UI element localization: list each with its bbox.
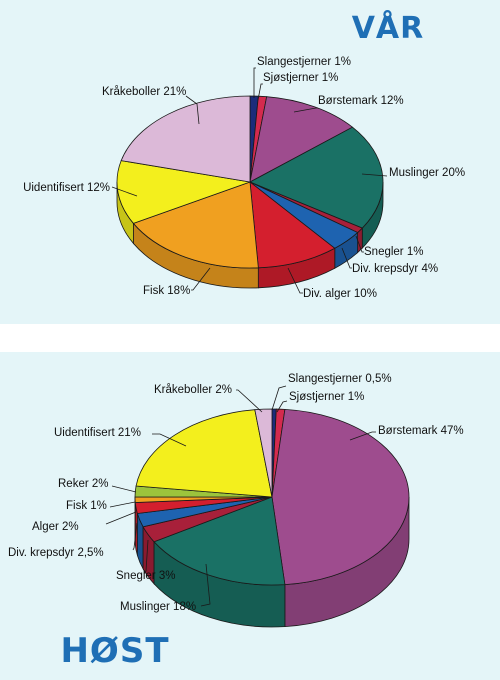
autumn-pie <box>134 408 410 628</box>
autumn-label-reker-2: Reker 2% <box>58 478 109 490</box>
spring-slice-krakeboller-21 <box>120 95 251 183</box>
spring-leader-slangestjerner-1 <box>253 67 256 98</box>
spring-slice-borstemark-12 <box>249 96 354 183</box>
autumn-label-uidentifisert-21: Uidentifisert 21% <box>54 427 141 439</box>
spring-label-fisk-18: Fisk 18% <box>143 285 190 297</box>
autumn-slice-borstemark-47 <box>271 408 410 586</box>
autumn-label-sjostjerner-1: Sjøstjerner 1% <box>289 391 364 403</box>
autumn-leader-snegler-3 <box>143 539 149 575</box>
autumn-leader-borstemark-47 <box>349 431 376 441</box>
autumn-labels: Slangestjerner 0,5% Sjøstjerner 1% Børstem… <box>8 373 464 613</box>
autumn-title: HØST <box>60 631 169 671</box>
autumn-label-borstemark-47: Børstemark 47% <box>378 425 464 437</box>
spring-leader-muslinger-20 <box>361 173 388 177</box>
spring-label-div-krepsdyr-4: Div. krepsdyr 4% <box>352 263 438 275</box>
spring-slice-uidentifisert-12 <box>116 160 252 224</box>
spring-label-slangestjerner-1: Slangestjerner 1% <box>257 56 351 68</box>
spring-label-uidentifisert-12: Uidentifisert 12% <box>23 182 110 194</box>
spring-chart-panel: VÅR Slangestjerner 1% Sjøstjerner 1% Børst… <box>0 0 500 324</box>
autumn-label-snegler-3: Snegler 3% <box>116 570 175 582</box>
autumn-label-muslinger-18: Muslinger 18% <box>120 601 196 613</box>
autumn-leader-alger-2 <box>105 511 137 525</box>
spring-leader-div-alger-10 <box>287 267 303 294</box>
autumn-slice-uidentifisert-21 <box>135 409 273 498</box>
autumn-leader-uidentifisert-21 <box>152 433 187 447</box>
spring-leader-div-krepsdyr-4 <box>341 247 352 269</box>
autumn-leader-muslinger-18 <box>200 563 211 607</box>
spring-labels: Slangestjerner 1% Sjøstjerner 1% Børstemar… <box>23 56 465 300</box>
spring-label-muslinger-20: Muslinger 20% <box>389 167 465 179</box>
autumn-leader-fisk-1 <box>109 501 136 508</box>
autumn-label-alger-2: Alger 2% <box>32 521 79 533</box>
autumn-pie-chart: HØST Slangestjerner 0,5% Sjøstjerner 1% Bø… <box>8 373 464 671</box>
spring-pie <box>116 95 384 289</box>
autumn-label-fisk-1: Fisk 1% <box>66 500 107 512</box>
spring-title: VÅR <box>352 9 425 46</box>
spring-label-div-alger-10: Div. alger 10% <box>303 288 377 300</box>
spring-label-borstemark-12: Børstemark 12% <box>318 95 404 107</box>
panel-divider <box>0 324 500 352</box>
autumn-leader-div-krepsdyr-2-5 <box>132 522 138 551</box>
spring-label-snegler-1: Snegler 1% <box>364 246 423 258</box>
autumn-leader-reker-2 <box>111 485 137 493</box>
autumn-label-div-krepsdyr-2-5: Div. krepsdyr 2,5% <box>8 547 104 559</box>
spring-leader-snegler-1 <box>355 235 364 253</box>
autumn-leader-slangestjerner-0-5 <box>271 385 287 411</box>
autumn-chart-panel: HØST Slangestjerner 0,5% Sjøstjerner 1% Bø… <box>0 352 500 680</box>
spring-leader-borstemark-12 <box>293 107 318 113</box>
autumn-leader-krakeboller-2 <box>236 389 263 413</box>
spring-leader-sjostjerner-1 <box>257 83 263 101</box>
autumn-slice-muslinger-18 <box>153 496 286 586</box>
spring-slice-div-alger-10 <box>249 181 336 269</box>
spring-slice-muslinger-20 <box>249 126 384 229</box>
spring-pie-chart: VÅR Slangestjerner 1% Sjøstjerner 1% Børst… <box>23 9 465 300</box>
autumn-label-slangestjerner-0-5: Slangestjerner 0,5% <box>288 373 392 385</box>
spring-label-sjostjerner-1: Sjøstjerner 1% <box>263 72 338 84</box>
spring-slice-fisk-18 <box>132 181 259 269</box>
spring-label-krakeboller-21: Kråkeboller 21% <box>102 86 186 98</box>
spring-leader-uidentifisert-12 <box>111 186 138 197</box>
spring-leader-fisk-18 <box>191 267 211 291</box>
autumn-label-krakeboller-2: Kråkeboller 2% <box>154 384 232 396</box>
spring-leader-krakeboller-21 <box>185 95 200 125</box>
autumn-leader-sjostjerner-1 <box>276 400 288 413</box>
